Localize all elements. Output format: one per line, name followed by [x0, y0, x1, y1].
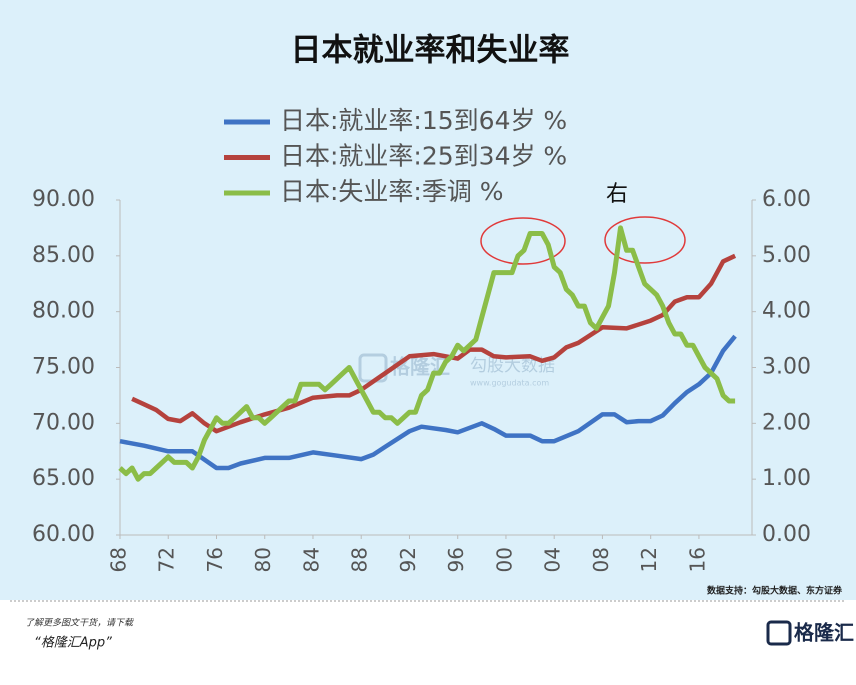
x-tick-label: 08	[589, 547, 613, 572]
footer-prompt: 了解更多图文干货，请下载	[25, 618, 134, 629]
y2-tick-label: 3.00	[762, 355, 811, 380]
logo: 格隆汇	[794, 621, 854, 645]
x-tick-label: 72	[155, 547, 179, 572]
y-tick-label: 65.00	[32, 466, 95, 491]
x-tick-label: 80	[251, 547, 275, 572]
highlight-circle	[480, 217, 566, 265]
y2-tick-label: 6.00	[762, 187, 811, 212]
x-tick-label: 92	[396, 547, 420, 572]
footer-app: “格隆汇App”	[34, 636, 112, 651]
legend-label: 日本:就业率:25到34岁 %	[280, 142, 567, 171]
y2-tick-label: 4.00	[762, 299, 811, 324]
chart-title: 日本就业率和失业率	[291, 33, 570, 69]
y-tick-label: 75.00	[32, 355, 95, 380]
x-tick-label: 12	[637, 547, 661, 572]
legend-label: 日本:就业率:15到64岁 %	[280, 106, 567, 135]
watermark-partner: 勾股大数据	[470, 356, 555, 376]
y-tick-label: 85.00	[32, 243, 95, 268]
logo-icon	[766, 620, 792, 646]
footer-background	[0, 600, 856, 685]
x-tick-label: 68	[107, 547, 131, 572]
series-line	[119, 334, 737, 471]
x-tick-label: 88	[348, 547, 372, 572]
series-line	[131, 253, 737, 434]
y2-tick-label: 0.00	[762, 522, 811, 547]
y2-tick-label: 5.00	[762, 243, 811, 268]
x-tick-label: 04	[541, 547, 565, 572]
y-tick-label: 70.00	[32, 410, 95, 435]
y-tick-label: 90.00	[32, 187, 95, 212]
x-tick-label: 84	[299, 547, 323, 572]
x-tick-label: 16	[685, 547, 709, 572]
x-tick-label: 00	[492, 547, 516, 572]
annotation: 右	[606, 182, 628, 207]
y-tick-label: 80.00	[32, 299, 95, 324]
chart-background	[0, 0, 856, 600]
x-tick-label: 96	[444, 547, 468, 572]
source: 数据支持：勾股大数据、东方证券	[707, 585, 843, 597]
x-tick-label: 76	[203, 547, 227, 572]
y2-tick-label: 2.00	[762, 410, 811, 435]
highlight-circle	[604, 216, 686, 264]
y2-tick-label: 1.00	[762, 466, 811, 491]
watermark-url: www.gogudata.com	[470, 379, 549, 388]
series-line	[118, 225, 736, 482]
y-tick-label: 60.00	[32, 522, 95, 547]
legend-label: 日本:失业率:季调 %	[280, 177, 504, 206]
